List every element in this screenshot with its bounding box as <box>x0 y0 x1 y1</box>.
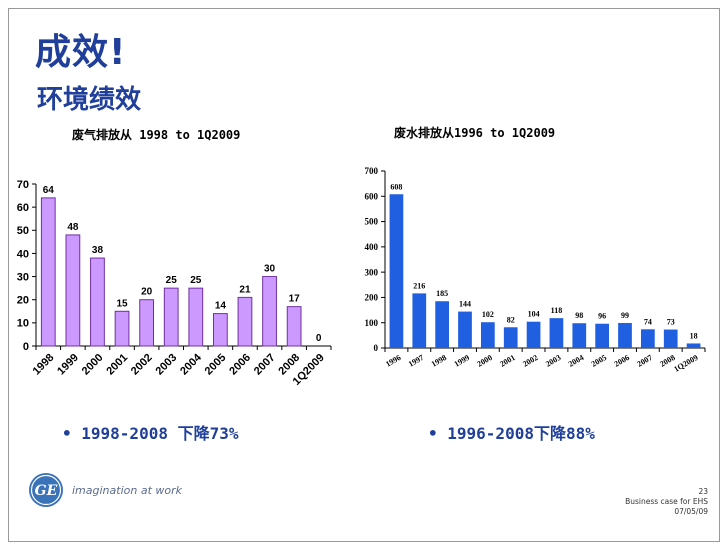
chart-2-bar-2004 <box>572 323 587 348</box>
chart-1-y-tick-label: 20 <box>17 295 29 307</box>
chart-2-category-label-1996: 1996 <box>384 353 402 369</box>
chart-1-bar-2007 <box>262 276 277 347</box>
chart-1-data-label-1Q2009: 0 <box>316 333 322 344</box>
chart-2-data-label-1Q2009: 18 <box>690 331 698 340</box>
chart-2-category-label-2005: 2005 <box>590 353 608 369</box>
footer-caption: Business case for EHS <box>625 497 708 506</box>
chart-1-data-label-2003: 25 <box>166 275 178 286</box>
chart-2-y-tick-label: 500 <box>365 217 379 227</box>
chart-1-data-label-2007: 30 <box>264 264 276 275</box>
footer-date: 07/05/09 <box>674 507 708 516</box>
chart-1-y-tick-label: 40 <box>17 248 29 260</box>
chart-2-bar-1997 <box>412 293 427 348</box>
chart-2-y-tick-label: 300 <box>365 267 379 277</box>
chart-1-data-label-2006: 21 <box>239 284 251 295</box>
tagline: imagination at work <box>72 484 182 497</box>
chart-1-bar-2001 <box>114 310 130 347</box>
chart-2-category-label-2003: 2003 <box>544 353 562 369</box>
chart-2-data-label-2006: 99 <box>621 311 629 320</box>
chart-1-y-tick-label: 10 <box>17 318 29 330</box>
chart-2-data-label-2004: 98 <box>575 311 583 320</box>
chart-2-bar-1999 <box>458 311 472 348</box>
chart-1-data-label-2004: 25 <box>190 275 202 286</box>
chart-1-bar-1998 <box>40 197 56 347</box>
chart-1-title: 废气排放从 1998 to 1Q2009 <box>72 128 241 142</box>
chart-2-data-label-2001: 82 <box>507 315 515 324</box>
chart-2-bar-1996 <box>389 194 404 348</box>
chart-1-data-label-1998: 64 <box>43 185 55 196</box>
chart-2-y-tick-label: 400 <box>365 242 379 252</box>
chart-2-bar-2005 <box>595 323 609 348</box>
chart-1-bar-2000 <box>90 257 105 347</box>
slide: 成效! 环境绩效 <box>8 8 720 542</box>
chart-2-y-tick-label: 0 <box>374 343 379 353</box>
slide-subtitle: 环境绩效 <box>37 85 142 115</box>
bullet-air-reduction: • 1998-2008 下降73% <box>62 424 239 443</box>
chart-2-data-label-2000: 102 <box>482 310 494 319</box>
chart-2-data-label-1999: 144 <box>459 300 471 309</box>
chart-2-category-label-2000: 2000 <box>476 353 494 369</box>
chart-1-y-tick-label: 50 <box>17 225 29 237</box>
chart-2-data-label-2003: 118 <box>551 306 563 315</box>
chart-2-y-tick-label: 600 <box>365 191 379 201</box>
chart-2-y-tick-label: 200 <box>365 293 379 303</box>
chart-1-data-label-2005: 14 <box>215 301 227 312</box>
chart-2-category-label-1998: 1998 <box>430 353 448 369</box>
chart-2-category-label-1999: 1999 <box>453 353 471 369</box>
chart-1-y-tick-label: 60 <box>17 202 29 214</box>
chart-2-data-label-1996: 608 <box>390 182 402 191</box>
chart-2-data-label-2002: 104 <box>528 310 540 319</box>
chart-2-bar-1Q2009 <box>686 343 701 348</box>
ge-logo-text: GE <box>35 483 58 499</box>
chart-2-category-label-2006: 2006 <box>613 353 631 369</box>
chart-1-y-tick-label: 70 <box>17 179 29 191</box>
chart-2-category-label-2002: 2002 <box>521 353 539 369</box>
chart-2-category-label-2004: 2004 <box>567 353 585 369</box>
chart-2-data-label-1997: 216 <box>413 281 425 290</box>
chart-2-bar-2003 <box>549 318 564 348</box>
chart-2-y-tick-label: 700 <box>365 166 379 176</box>
chart-2-bar-2001 <box>503 327 518 348</box>
chart-1-data-label-2001: 15 <box>116 298 128 309</box>
chart-1-data-label-2008: 17 <box>289 294 301 305</box>
chart-1-bar-2008 <box>286 306 302 347</box>
chart-1-bar-2003 <box>163 287 179 347</box>
chart-2-category-label-2007: 2007 <box>636 353 654 369</box>
chart-2-bar-2002 <box>526 321 541 348</box>
chart-2-category-label-1Q2009: 1Q2009 <box>672 353 699 374</box>
chart-1-bar-2005 <box>212 313 228 347</box>
footer: 23 Business case for EHS 07/05/09 <box>625 487 708 517</box>
chart-2-bar-2008 <box>663 329 678 348</box>
slide-title: 成效! <box>35 32 127 73</box>
chart-1-bar-2004 <box>188 287 204 347</box>
chart-2-data-label-1998: 185 <box>436 289 448 298</box>
chart-1-bar-1999 <box>65 234 81 347</box>
chart-2-data-label-2007: 74 <box>644 317 652 326</box>
chart-2-bar-2007 <box>641 329 655 348</box>
chart-1-data-label-1999: 48 <box>67 222 79 233</box>
chart-2-bar-1998 <box>435 301 449 348</box>
chart-2-data-label-2005: 96 <box>598 312 606 321</box>
chart-2-data-label-2008: 73 <box>667 318 675 327</box>
chart-1-data-label-2000: 38 <box>92 245 104 256</box>
chart-1-data-label-2002: 20 <box>141 287 153 298</box>
chart-2-bar-2006 <box>618 322 632 348</box>
chart-2-category-label-1997: 1997 <box>407 353 425 369</box>
chart-2-y-tick-label: 100 <box>365 318 379 328</box>
chart-2-category-label-2001: 2001 <box>498 353 516 369</box>
chart-1-bar-2002 <box>139 299 155 347</box>
chart-1-bar-2006 <box>237 296 253 347</box>
page-number: 23 <box>698 487 708 496</box>
chart-2-bar-2000 <box>481 322 495 348</box>
ge-logo-icon: GE <box>29 473 63 507</box>
bullet-water-reduction: • 1996-2008下降88% <box>428 424 595 443</box>
chart-1-y-tick-label: 30 <box>17 271 29 283</box>
chart-1-y-tick-label: 0 <box>23 341 29 353</box>
chart-2-title: 废水排放从1996 to 1Q2009 <box>394 126 556 140</box>
